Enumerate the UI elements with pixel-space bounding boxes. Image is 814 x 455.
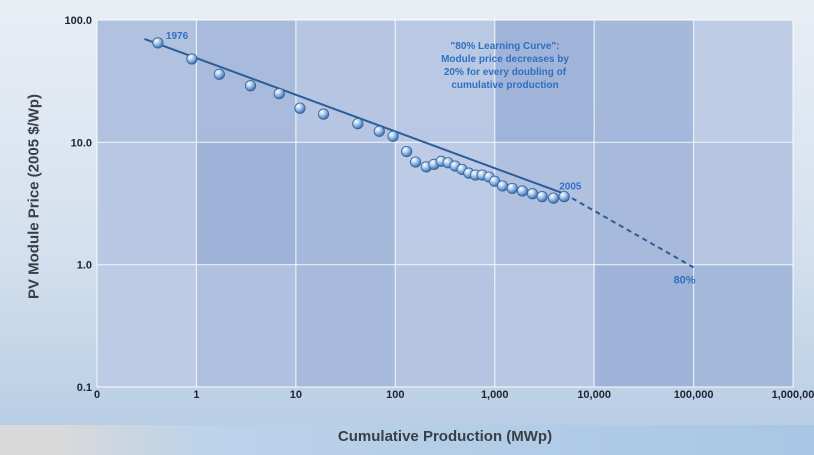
footer-strip [0, 425, 814, 455]
data-point [244, 80, 257, 92]
plot-panel [494, 142, 595, 265]
data-point [352, 118, 364, 130]
x-tick-label: 100 [386, 389, 404, 401]
data-point [536, 191, 548, 203]
data-points [152, 37, 570, 204]
data-point [558, 191, 570, 203]
learning-curve-annotation: "80% Learning Curve": Module price decre… [410, 40, 600, 92]
data-point [496, 180, 509, 192]
plot-panel [196, 264, 296, 387]
y-tick-label: 100.0 [64, 15, 92, 27]
x-tick-label: 100,000 [674, 389, 714, 401]
plot-panel [196, 20, 296, 143]
plot-panel [97, 142, 197, 265]
trend-lines [144, 38, 695, 269]
x-tick-label: 10,000 [577, 389, 611, 401]
data-point [516, 185, 529, 197]
plot-panel [693, 264, 793, 387]
plot-panel [295, 142, 396, 265]
x-axis-label: Cumulative Production (MWp) [337, 428, 553, 445]
grid-lines [96, 19, 794, 388]
data-labels: 1976 2005 80% [166, 31, 696, 287]
annotation-line: Module price decreases by [441, 54, 569, 65]
plot-panel [395, 20, 495, 143]
annotation-line: 20% for every doubling of [443, 67, 567, 78]
x-tick-label: 1 [193, 389, 199, 401]
annotation-line: cumulative production [451, 80, 559, 91]
plot-panel [594, 142, 694, 265]
plot-area [97, 20, 793, 387]
data-point [387, 130, 399, 142]
plot-panel [693, 142, 793, 265]
point-label: 1976 [166, 31, 189, 42]
y-tick-label: 0.1 [77, 382, 92, 394]
data-point [273, 88, 285, 100]
trend-line [144, 38, 565, 195]
tick-labels: 0 1 10 100 1,000 10,000 100,000 1,000,00 100.0 10… [64, 15, 814, 401]
data-point [526, 188, 539, 200]
y-axis-label: PV Module Price (2005 $/Wp) [25, 93, 43, 300]
plot-panel [395, 264, 495, 387]
data-point [506, 182, 518, 195]
trend-line-projection [563, 192, 695, 269]
plot-panel [97, 264, 197, 387]
plot-panel [295, 20, 396, 143]
learning-rate-label: 80% [674, 274, 696, 286]
plot-panel [494, 20, 595, 143]
data-point [317, 108, 330, 120]
x-tick-label: 1,000,00 [772, 389, 814, 401]
data-point [401, 145, 413, 158]
annotation-line: "80% Learning Curve": [450, 41, 560, 52]
x-tick-label: 10 [290, 389, 302, 401]
plot-panel [196, 142, 296, 265]
y-tick-label: 10.0 [71, 137, 92, 149]
data-point [547, 192, 560, 204]
x-tick-label: 0 [94, 389, 100, 401]
plot-panel [693, 20, 793, 143]
plot-panel [295, 264, 396, 387]
data-point [152, 37, 164, 49]
data-point [186, 53, 198, 65]
plot-panel [594, 264, 694, 387]
y-tick-label: 1.0 [77, 260, 92, 272]
plot-panel [494, 264, 595, 387]
data-point [294, 102, 306, 114]
x-tick-label: 1,000 [481, 389, 509, 401]
data-point [409, 156, 422, 168]
plot-panel [594, 20, 694, 143]
point-label: 2005 [559, 182, 582, 193]
data-point [213, 68, 225, 80]
data-point [373, 125, 385, 137]
